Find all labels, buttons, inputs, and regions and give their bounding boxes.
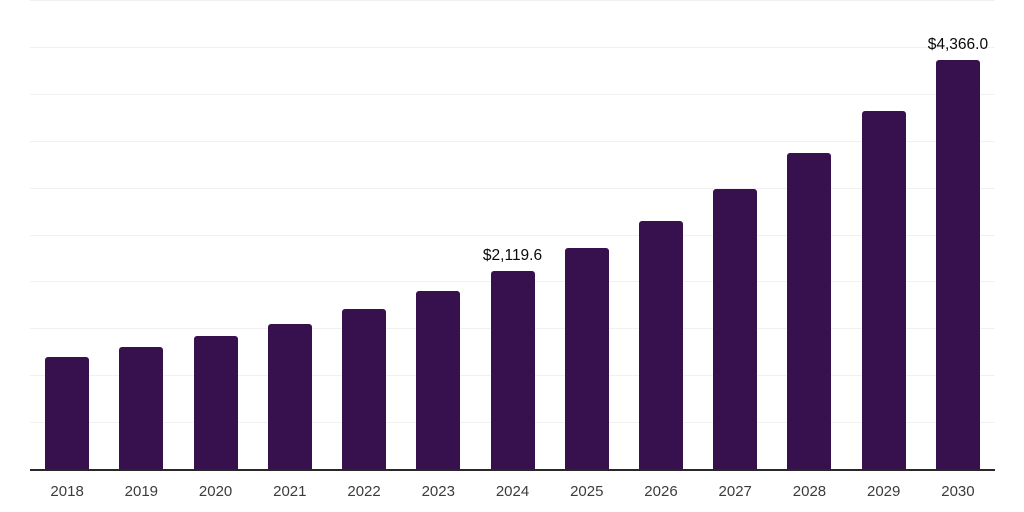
- x-axis-label: 2027: [718, 483, 752, 500]
- bar-group: [624, 1, 698, 470]
- bar-group: [698, 1, 772, 470]
- x-axis-label: 2020: [198, 483, 233, 500]
- gridline: [30, 0, 995, 1]
- bar[interactable]: [638, 221, 683, 470]
- bar-group: [772, 1, 846, 470]
- bar-value-label: $4,366.0: [927, 36, 989, 54]
- bar[interactable]: [193, 335, 238, 470]
- bar-group: [327, 1, 401, 470]
- x-axis-line: [30, 469, 995, 471]
- x-axis-label: 2018: [50, 483, 84, 500]
- bar-group: $4,366.0: [921, 1, 995, 470]
- x-axis-labels: 2018 2019 2020 2021 2022 2023 2024 2025 2026 2027…: [30, 483, 995, 500]
- bar[interactable]: [564, 248, 609, 470]
- bar[interactable]: [787, 152, 832, 470]
- bar[interactable]: [342, 309, 387, 470]
- plot-area: $2,119.6 $4,366.0: [30, 0, 995, 471]
- bar-group: [30, 1, 104, 470]
- gridline: [30, 234, 995, 236]
- bar-group: [847, 1, 921, 470]
- bar[interactable]: [119, 346, 164, 470]
- gridline: [30, 46, 995, 48]
- bar-group: [401, 1, 475, 470]
- bar[interactable]: $4,366.0: [928, 36, 988, 470]
- x-axis-label: 2025: [570, 483, 604, 500]
- x-axis-label: 2021: [273, 483, 307, 500]
- bar[interactable]: $2,119.6: [483, 247, 542, 470]
- gridline: [30, 140, 995, 142]
- x-axis-label: 2028: [792, 483, 827, 500]
- x-axis-label: 2022: [347, 483, 381, 500]
- bar-group: $2,119.6: [475, 1, 549, 470]
- bar[interactable]: [861, 110, 906, 470]
- x-axis-label: 2019: [124, 483, 159, 500]
- bar-group: [550, 1, 624, 470]
- bar-group: [178, 1, 252, 470]
- x-axis-label: 2023: [421, 483, 455, 500]
- x-axis-label: 2030: [941, 483, 975, 500]
- x-axis-label: 2026: [644, 483, 678, 500]
- gridline: [30, 187, 995, 189]
- x-axis-label: 2029: [867, 483, 901, 500]
- bar[interactable]: [416, 290, 461, 470]
- gridline: [30, 93, 995, 95]
- bar[interactable]: [267, 323, 312, 470]
- x-axis-label: 2024: [495, 483, 530, 500]
- bar-group: [104, 1, 178, 470]
- bar[interactable]: [45, 356, 90, 470]
- bars-container: $2,119.6 $4,366.0: [30, 1, 995, 470]
- bar[interactable]: [713, 189, 758, 470]
- bar-group: [253, 1, 327, 470]
- bar-value-label: $2,119.6: [482, 247, 543, 265]
